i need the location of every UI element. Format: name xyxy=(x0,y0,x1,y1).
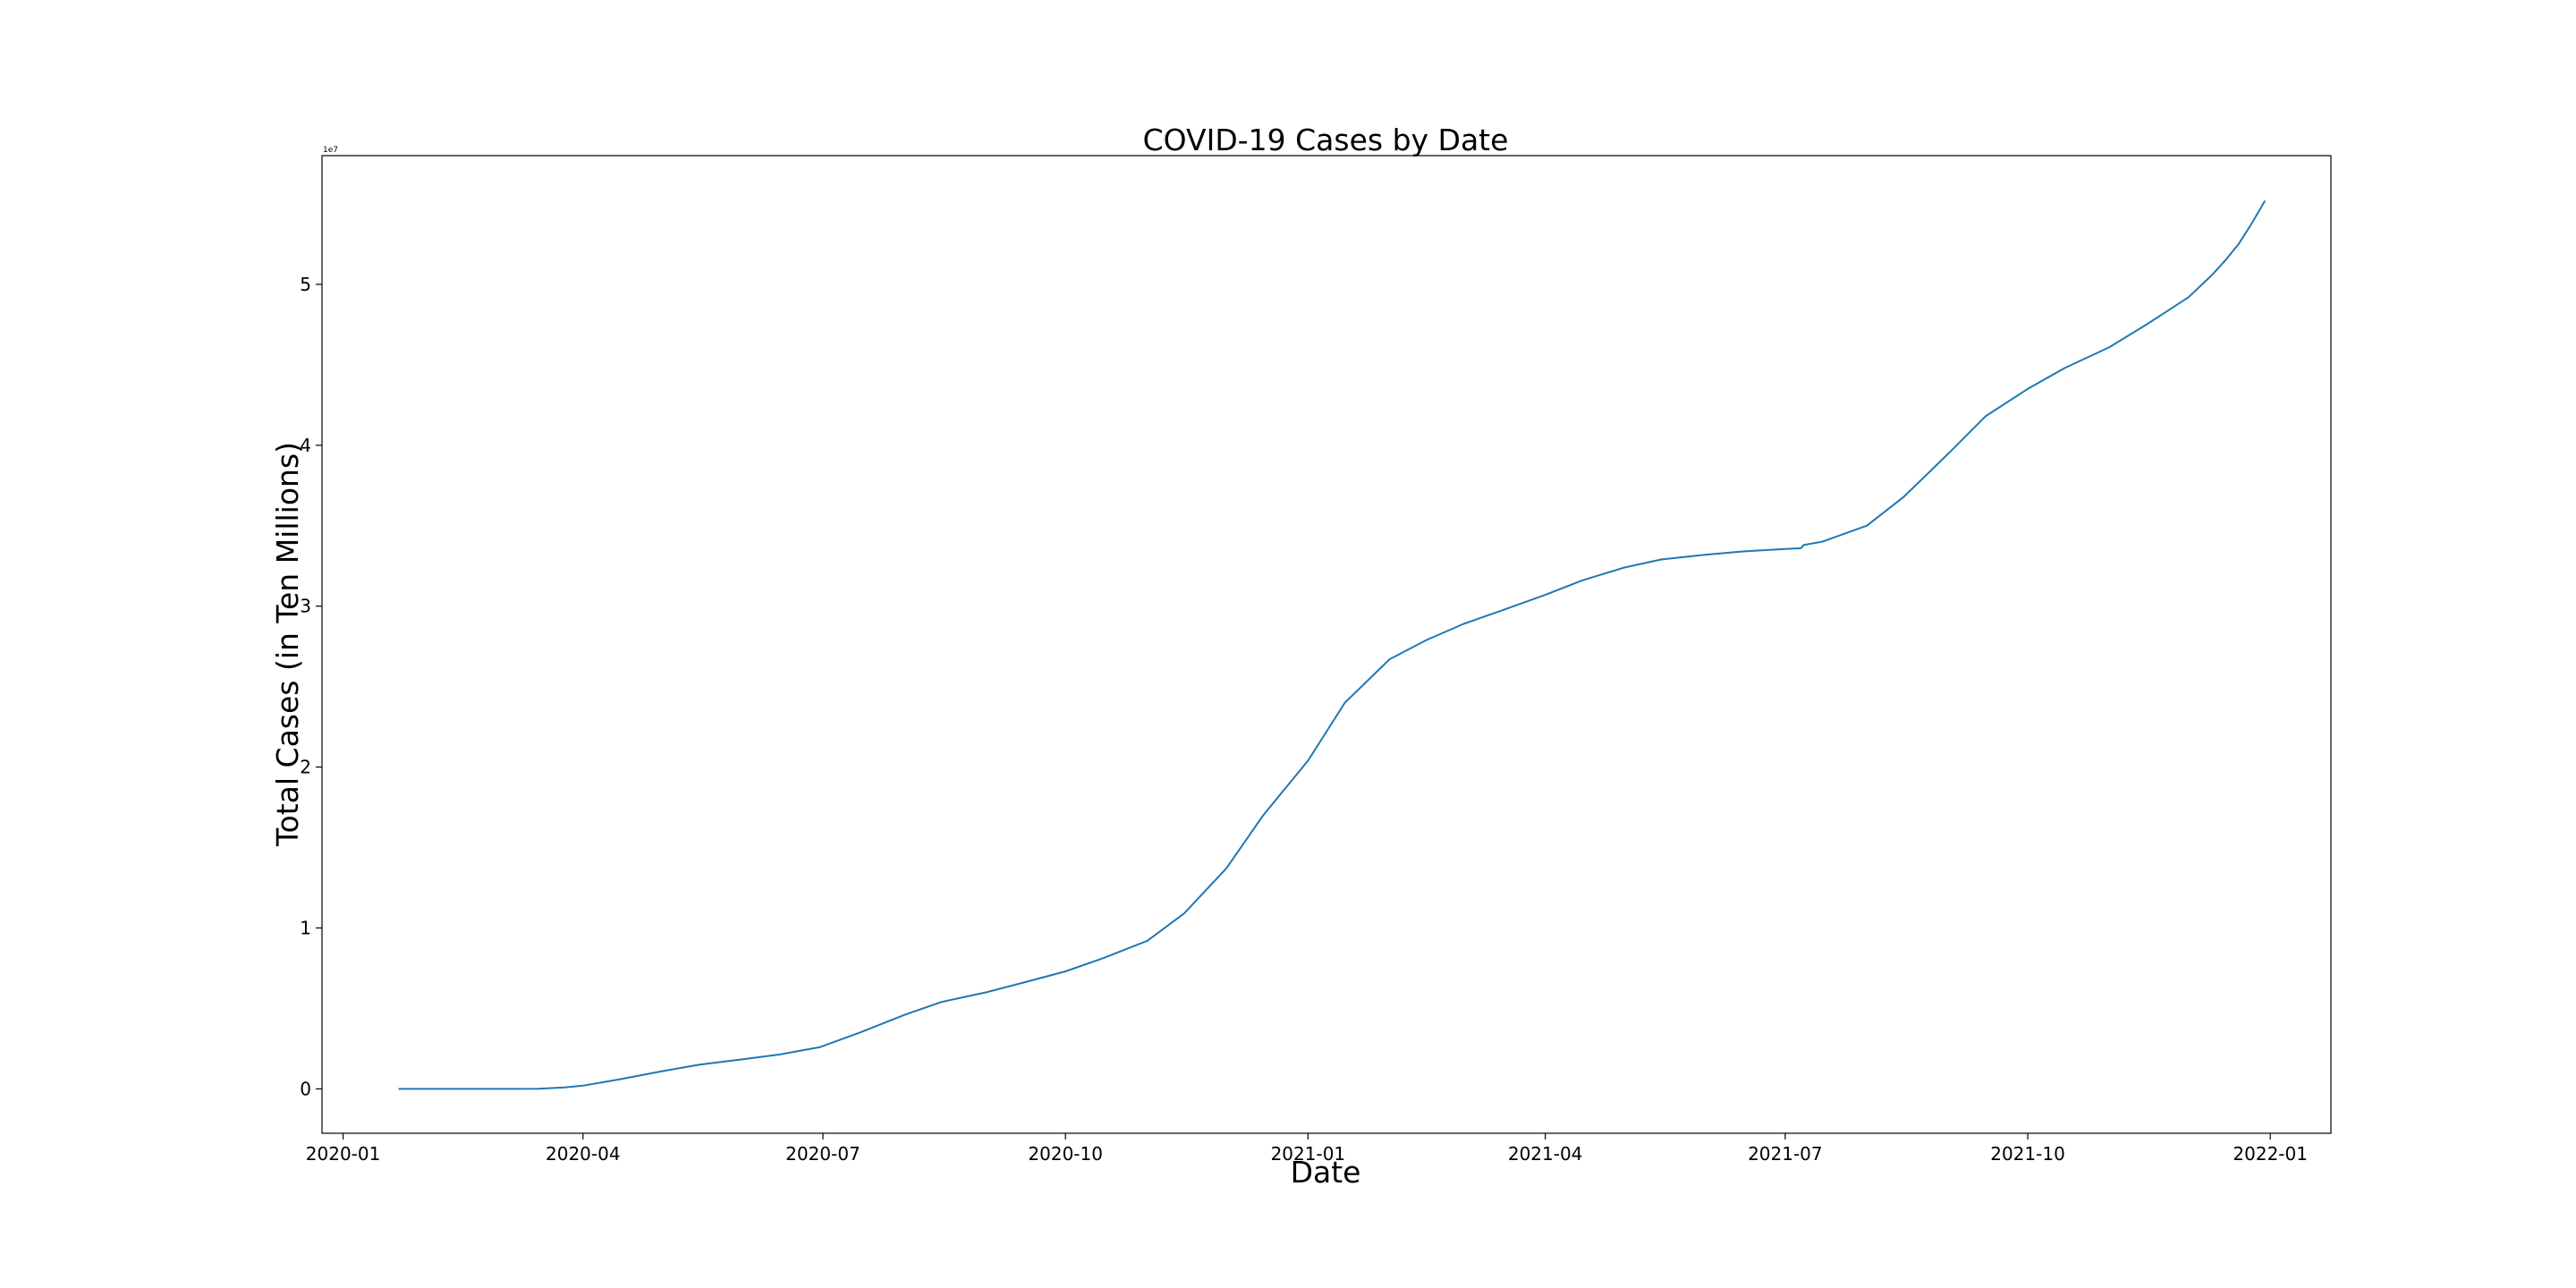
x-tick-label-0: 2020-01 xyxy=(306,1143,381,1165)
y-tick-label-3: 3 xyxy=(300,596,311,617)
y-tick-label-5: 5 xyxy=(300,274,311,295)
plot-area xyxy=(398,199,2267,1090)
y-tick-label-1: 1 xyxy=(300,917,311,938)
x-axis-label: Date xyxy=(1291,1155,1361,1190)
x-tick-label-4: 2021-01 xyxy=(1271,1143,1346,1165)
plot-frame xyxy=(321,155,2332,1134)
x-tick-label-7: 2021-10 xyxy=(1990,1143,2065,1165)
y-tick-label-0: 0 xyxy=(300,1078,311,1099)
x-tick-label-3: 2020-10 xyxy=(1028,1143,1103,1165)
y-axis-ticks: 0 1 2 3 4 5 xyxy=(300,274,322,1099)
x-tick-label-1: 2020-04 xyxy=(546,1143,621,1165)
x-tick-label-8: 2022-01 xyxy=(2233,1143,2308,1165)
chart-title: COVID-19 Cases by Date xyxy=(1143,123,1509,157)
x-tick-label-5: 2021-04 xyxy=(1508,1143,1583,1165)
series-line-0 xyxy=(398,199,2267,1090)
y-tick-label-4: 4 xyxy=(300,435,311,456)
y-axis-offset-label: 1e7 xyxy=(323,146,338,155)
y-tick-label-2: 2 xyxy=(300,757,311,778)
y-axis-label: Total Cases (in Ten Millions) xyxy=(270,442,305,847)
x-tick-label-2: 2020-07 xyxy=(785,1143,860,1165)
x-tick-label-6: 2021-07 xyxy=(1748,1143,1823,1165)
x-axis-ticks: 2020-01 2020-04 2020-07 2020-10 2021-01 2021-… xyxy=(306,1133,2308,1165)
